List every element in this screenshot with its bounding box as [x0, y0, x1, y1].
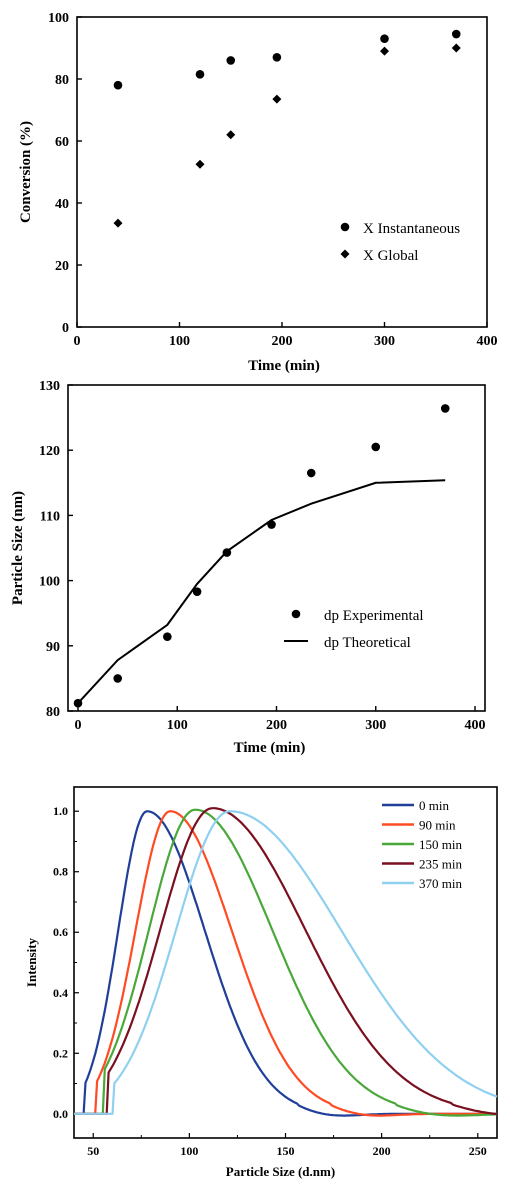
y-tick-label: 0.8	[53, 865, 68, 879]
x-tick-label: 200	[266, 718, 287, 733]
y-tick-label: 80	[55, 73, 69, 88]
legend-label-150-min: 150 min	[419, 837, 462, 852]
series-line-dp-theoretical	[78, 480, 445, 703]
data-point-dp-experimental	[74, 699, 83, 708]
y-tick-label: 110	[40, 509, 60, 524]
x-tick-label: 400	[477, 334, 498, 349]
y-tick-label: 90	[46, 640, 60, 655]
legend-marker-x-instantaneous	[341, 223, 350, 232]
x-tick-label: 300	[374, 334, 395, 349]
y-tick-label: 100	[48, 11, 69, 26]
data-point-dp-experimental	[113, 674, 122, 683]
data-point-dp-experimental	[163, 632, 172, 641]
data-point-dp-experimental	[307, 469, 316, 478]
x-tick-label: 200	[272, 334, 293, 349]
data-point-x-global	[380, 47, 389, 56]
plot-frame	[77, 17, 487, 327]
x-tick-label: 100	[169, 334, 190, 349]
legend-marker-dp-experimental	[292, 610, 301, 619]
x-tick-label: 200	[373, 1144, 391, 1158]
legend-label-235-min: 235 min	[419, 857, 462, 872]
intensity-distribution-chart: 50 100 150 200 250 0.0 0.2 0.4 0.6 0.8 1.0 Particle…	[24, 787, 497, 1179]
legend-label-x-instantaneous: X Instantaneous	[363, 221, 460, 237]
x-tick-label: 100	[180, 1144, 198, 1158]
data-point-dp-experimental	[371, 443, 380, 452]
particle-size-chart: 0 100 200 300 400 80 90 100 110 120 130 Time (min) P…	[10, 379, 486, 756]
data-point-x-global	[272, 95, 281, 104]
data-point-dp-experimental	[223, 548, 232, 557]
x-tick-label: 50	[87, 1144, 99, 1158]
y-tick-label: 40	[55, 197, 69, 212]
data-point-x-instantaneous	[452, 30, 461, 39]
data-point-x-instantaneous	[114, 81, 123, 90]
legend-label-x-global: X Global	[363, 248, 418, 264]
legend-marker-x-global	[341, 250, 350, 259]
data-point-dp-experimental	[441, 404, 450, 413]
x-tick-label: 400	[465, 718, 486, 733]
x-axis-label: Time (min)	[248, 358, 320, 374]
data-point-x-global	[226, 130, 235, 139]
legend-label-dp-theoretical: dp Theoretical	[324, 635, 411, 651]
data-point-x-global	[452, 44, 461, 53]
y-tick-label: 120	[39, 444, 60, 459]
plot-frame	[68, 385, 485, 711]
y-tick-label: 0	[62, 321, 69, 336]
y-tick-label: 80	[46, 705, 60, 720]
y-tick-label: 20	[55, 259, 69, 274]
conversion-chart: 0 100 200 300 400 0 20 40 60 80 100 Time (min) Conve…	[18, 11, 498, 374]
y-axis-label: Intensity	[24, 937, 39, 987]
data-point-x-instantaneous	[273, 53, 282, 62]
x-tick-label: 100	[167, 718, 188, 733]
y-tick-label: 1.0	[53, 804, 68, 818]
x-tick-label: 250	[469, 1144, 487, 1158]
x-tick-label: 0	[75, 718, 82, 733]
x-axis-label: Particle Size (d.nm)	[226, 1164, 335, 1179]
x-axis-label: Time (min)	[234, 740, 306, 756]
y-tick-label: 130	[39, 379, 60, 394]
data-point-x-instantaneous	[226, 56, 235, 65]
legend-label-370-min: 370 min	[419, 876, 462, 891]
legend-label-dp-experimental: dp Experimental	[324, 608, 424, 624]
y-tick-label: 0.2	[53, 1046, 68, 1060]
y-tick-label: 0.6	[53, 925, 68, 939]
x-tick-label: 0	[74, 334, 81, 349]
data-point-x-instantaneous	[380, 34, 389, 43]
data-point-x-global	[114, 219, 123, 228]
y-tick-label: 0.4	[53, 986, 68, 1000]
data-point-x-instantaneous	[196, 70, 205, 79]
y-tick-label: 60	[55, 135, 69, 150]
y-tick-label: 0.0	[53, 1107, 68, 1121]
data-point-dp-experimental	[267, 520, 276, 529]
y-tick-label: 100	[39, 575, 60, 590]
y-axis-label: Particle Size (nm)	[10, 491, 26, 605]
legend-label-0-min: 0 min	[419, 798, 449, 813]
y-axis-label: Conversion (%)	[18, 121, 34, 223]
data-point-x-global	[196, 160, 205, 169]
x-tick-label: 300	[365, 718, 386, 733]
data-point-dp-experimental	[193, 587, 202, 596]
legend-label-90-min: 90 min	[419, 818, 456, 833]
x-tick-label: 150	[277, 1144, 295, 1158]
